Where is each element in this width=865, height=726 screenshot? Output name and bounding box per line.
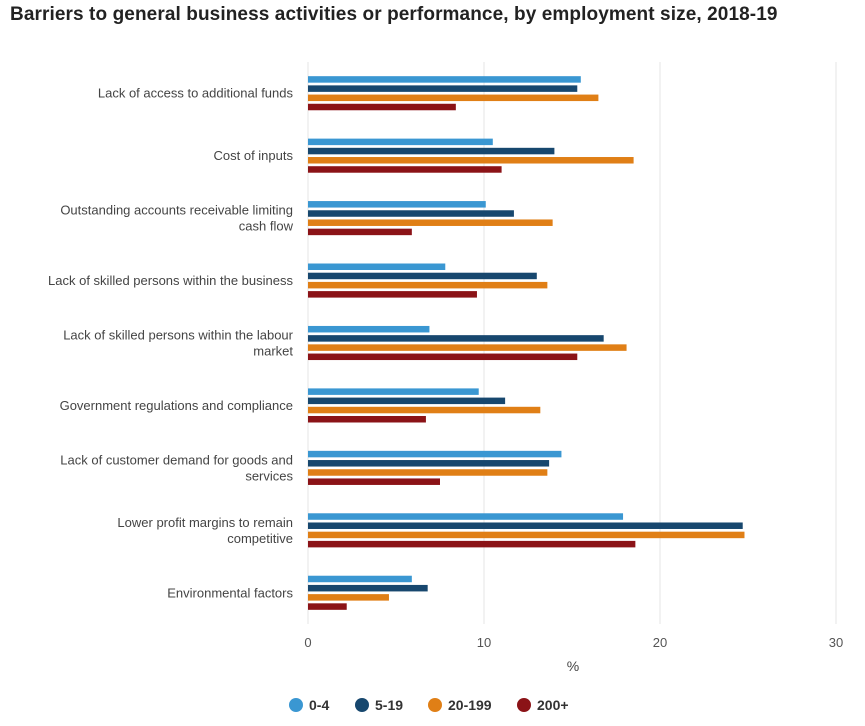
bar[interactable] — [308, 540, 636, 548]
legend: 0-4 5-19 20-199 200+ — [289, 697, 569, 713]
bar[interactable] — [308, 594, 389, 601]
bar[interactable] — [308, 478, 440, 485]
category-labels: Lack of access to additional funds Cost o… — [48, 86, 294, 601]
legend-label: 0-4 — [309, 697, 329, 713]
category-label: competitive — [227, 531, 293, 546]
bar[interactable] — [308, 263, 446, 271]
bar[interactable] — [308, 397, 506, 405]
bar[interactable] — [308, 450, 562, 458]
bar[interactable] — [308, 103, 456, 111]
bar[interactable] — [308, 353, 578, 361]
bar[interactable] — [308, 201, 486, 208]
chart-title: Barriers to general business activities … — [10, 4, 778, 25]
bar[interactable] — [308, 291, 477, 298]
bar[interactable] — [308, 415, 426, 423]
x-tick-label: 30 — [829, 635, 843, 650]
category-label: Environmental factors — [167, 585, 293, 600]
bar[interactable] — [308, 584, 428, 592]
category-label: services — [245, 468, 293, 483]
bar[interactable] — [308, 575, 412, 583]
bar[interactable] — [308, 344, 627, 351]
bar[interactable] — [308, 531, 745, 539]
x-tick-label: 10 — [477, 635, 491, 650]
category-label: market — [253, 344, 293, 359]
bar[interactable] — [308, 157, 634, 164]
bar[interactable] — [308, 513, 624, 520]
bar[interactable] — [308, 325, 430, 333]
bars — [308, 76, 745, 610]
bar[interactable] — [308, 138, 493, 146]
legend-item[interactable]: 5-19 — [355, 697, 403, 713]
bar[interactable] — [308, 335, 604, 342]
legend-marker — [517, 698, 531, 712]
bar[interactable] — [308, 147, 555, 155]
legend-item[interactable]: 200+ — [517, 697, 569, 713]
category-label: Lack of skilled persons within the busin… — [48, 273, 293, 288]
bar[interactable] — [308, 469, 548, 476]
legend-item[interactable]: 20-199 — [428, 697, 492, 713]
x-tick-label: 20 — [653, 635, 667, 650]
x-axis-ticks: 0 10 20 30 — [304, 635, 843, 650]
category-label: Lack of access to additional funds — [98, 86, 294, 101]
bar[interactable] — [308, 460, 550, 467]
bar[interactable] — [308, 388, 479, 395]
bar[interactable] — [308, 166, 502, 173]
bar[interactable] — [308, 210, 514, 217]
bar[interactable] — [308, 76, 581, 83]
x-axis-title: % — [567, 658, 579, 674]
legend-marker — [428, 698, 442, 712]
category-label: cash flow — [239, 219, 294, 234]
legend-label: 5-19 — [375, 697, 403, 713]
category-label: Lack of skilled persons within the labou… — [63, 328, 293, 343]
legend-label: 200+ — [537, 697, 569, 713]
bar[interactable] — [308, 228, 412, 236]
legend-marker — [355, 698, 369, 712]
bar[interactable] — [308, 603, 347, 610]
bar[interactable] — [308, 406, 541, 414]
category-label: Government regulations and compliance — [60, 398, 293, 413]
bar[interactable] — [308, 281, 548, 289]
x-tick-label: 0 — [304, 635, 311, 650]
category-label: Lack of customer demand for goods and — [60, 452, 293, 467]
category-label: Outstanding accounts receivable limiting — [60, 203, 293, 218]
bar[interactable] — [308, 272, 537, 280]
category-label: Cost of inputs — [214, 148, 294, 163]
legend-label: 20-199 — [448, 697, 492, 713]
bar[interactable] — [308, 85, 578, 92]
bar[interactable] — [308, 522, 743, 529]
legend-marker — [289, 698, 303, 712]
bar[interactable] — [308, 219, 553, 226]
bar[interactable] — [308, 94, 599, 102]
category-label: Lower profit margins to remain — [117, 515, 293, 530]
legend-item[interactable]: 0-4 — [289, 697, 329, 713]
grid-lines — [307, 62, 837, 624]
